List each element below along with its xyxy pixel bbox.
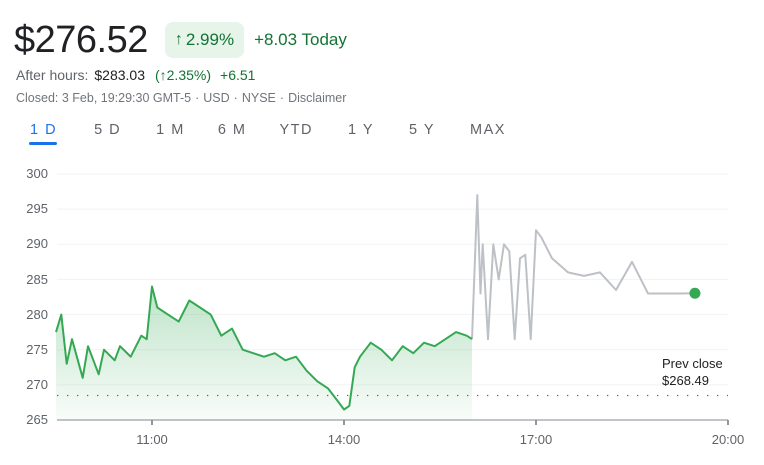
after-hours-label: After hours: [16, 67, 89, 83]
exchange: NYSE [241, 91, 276, 105]
x-tick-2000: 20:00 [711, 432, 745, 447]
price-header: $276.52 ↑ 2.99% +8.03 Today [14, 18, 347, 62]
tab-6m[interactable]: 6 M [217, 122, 247, 138]
change-percent: 2.99% [185, 30, 235, 49]
after-hours-price: $283.03 [94, 67, 145, 83]
separator: · [233, 91, 238, 105]
regular-session-line [55, 285, 473, 411]
chart-canvas [55, 173, 729, 425]
after-hours-line [471, 194, 695, 341]
y-tick-280: 280 [26, 307, 48, 322]
y-tick-275: 275 [26, 342, 48, 357]
tab-1m[interactable]: 1 M [156, 122, 185, 138]
tab-ytd[interactable]: YTD [279, 122, 313, 138]
after-hours-change: +6.51 [220, 67, 256, 83]
y-tick-285: 285 [26, 272, 48, 287]
y-tick-265: 265 [26, 412, 48, 427]
separator: · [279, 91, 285, 105]
prev-close-value: $268.49 [662, 373, 709, 388]
currency: USD [203, 91, 230, 105]
x-tick-1400: 14:00 [327, 432, 361, 447]
current-price-dot [689, 287, 701, 299]
disclaimer-link[interactable]: Disclaimer [288, 91, 347, 105]
arrow-up-icon: ↑ [174, 31, 183, 48]
tab-1d[interactable]: 1 D [28, 120, 58, 145]
x-tick-1100: 11:00 [136, 432, 168, 447]
tab-1y[interactable]: 1 Y [348, 122, 375, 138]
change-today: +8.03 Today [254, 30, 347, 49]
separator: · [195, 91, 200, 105]
y-tick-270: 270 [26, 377, 48, 392]
x-tick-1700: 17:00 [519, 432, 553, 447]
price-chart[interactable]: 300 295 290 285 280 275 270 265 11:00 14… [0, 150, 764, 465]
closed-timestamp: Closed: 3 Feb, 19:29:30 GMT-5 [16, 91, 192, 105]
prev-close-annotation: Prev close $268.49 [662, 355, 723, 389]
y-tick-300: 300 [26, 166, 48, 181]
market-status-row: Closed: 3 Feb, 19:29:30 GMT-5 · USD · NY… [16, 91, 346, 105]
current-price: $276.52 [14, 19, 148, 61]
change-percent-badge: ↑ 2.99% [164, 22, 245, 58]
tab-max[interactable]: MAX [470, 122, 506, 138]
y-tick-290: 290 [26, 236, 48, 251]
y-tick-295: 295 [26, 201, 48, 216]
after-hours-row: After hours: $283.03 (↑2.35%) +6.51 [16, 67, 255, 83]
prev-close-label: Prev close [662, 356, 723, 371]
tab-5d[interactable]: 5 D [94, 122, 122, 138]
range-tabs: 1 D 5 D 1 M 6 M YTD 1 Y 5 Y MAX [28, 120, 506, 145]
tab-5y[interactable]: 5 Y [409, 122, 436, 138]
x-axis-ticks [151, 420, 729, 425]
regular-session-area [56, 286, 472, 420]
after-hours-percent: (↑2.35%) [154, 67, 212, 83]
